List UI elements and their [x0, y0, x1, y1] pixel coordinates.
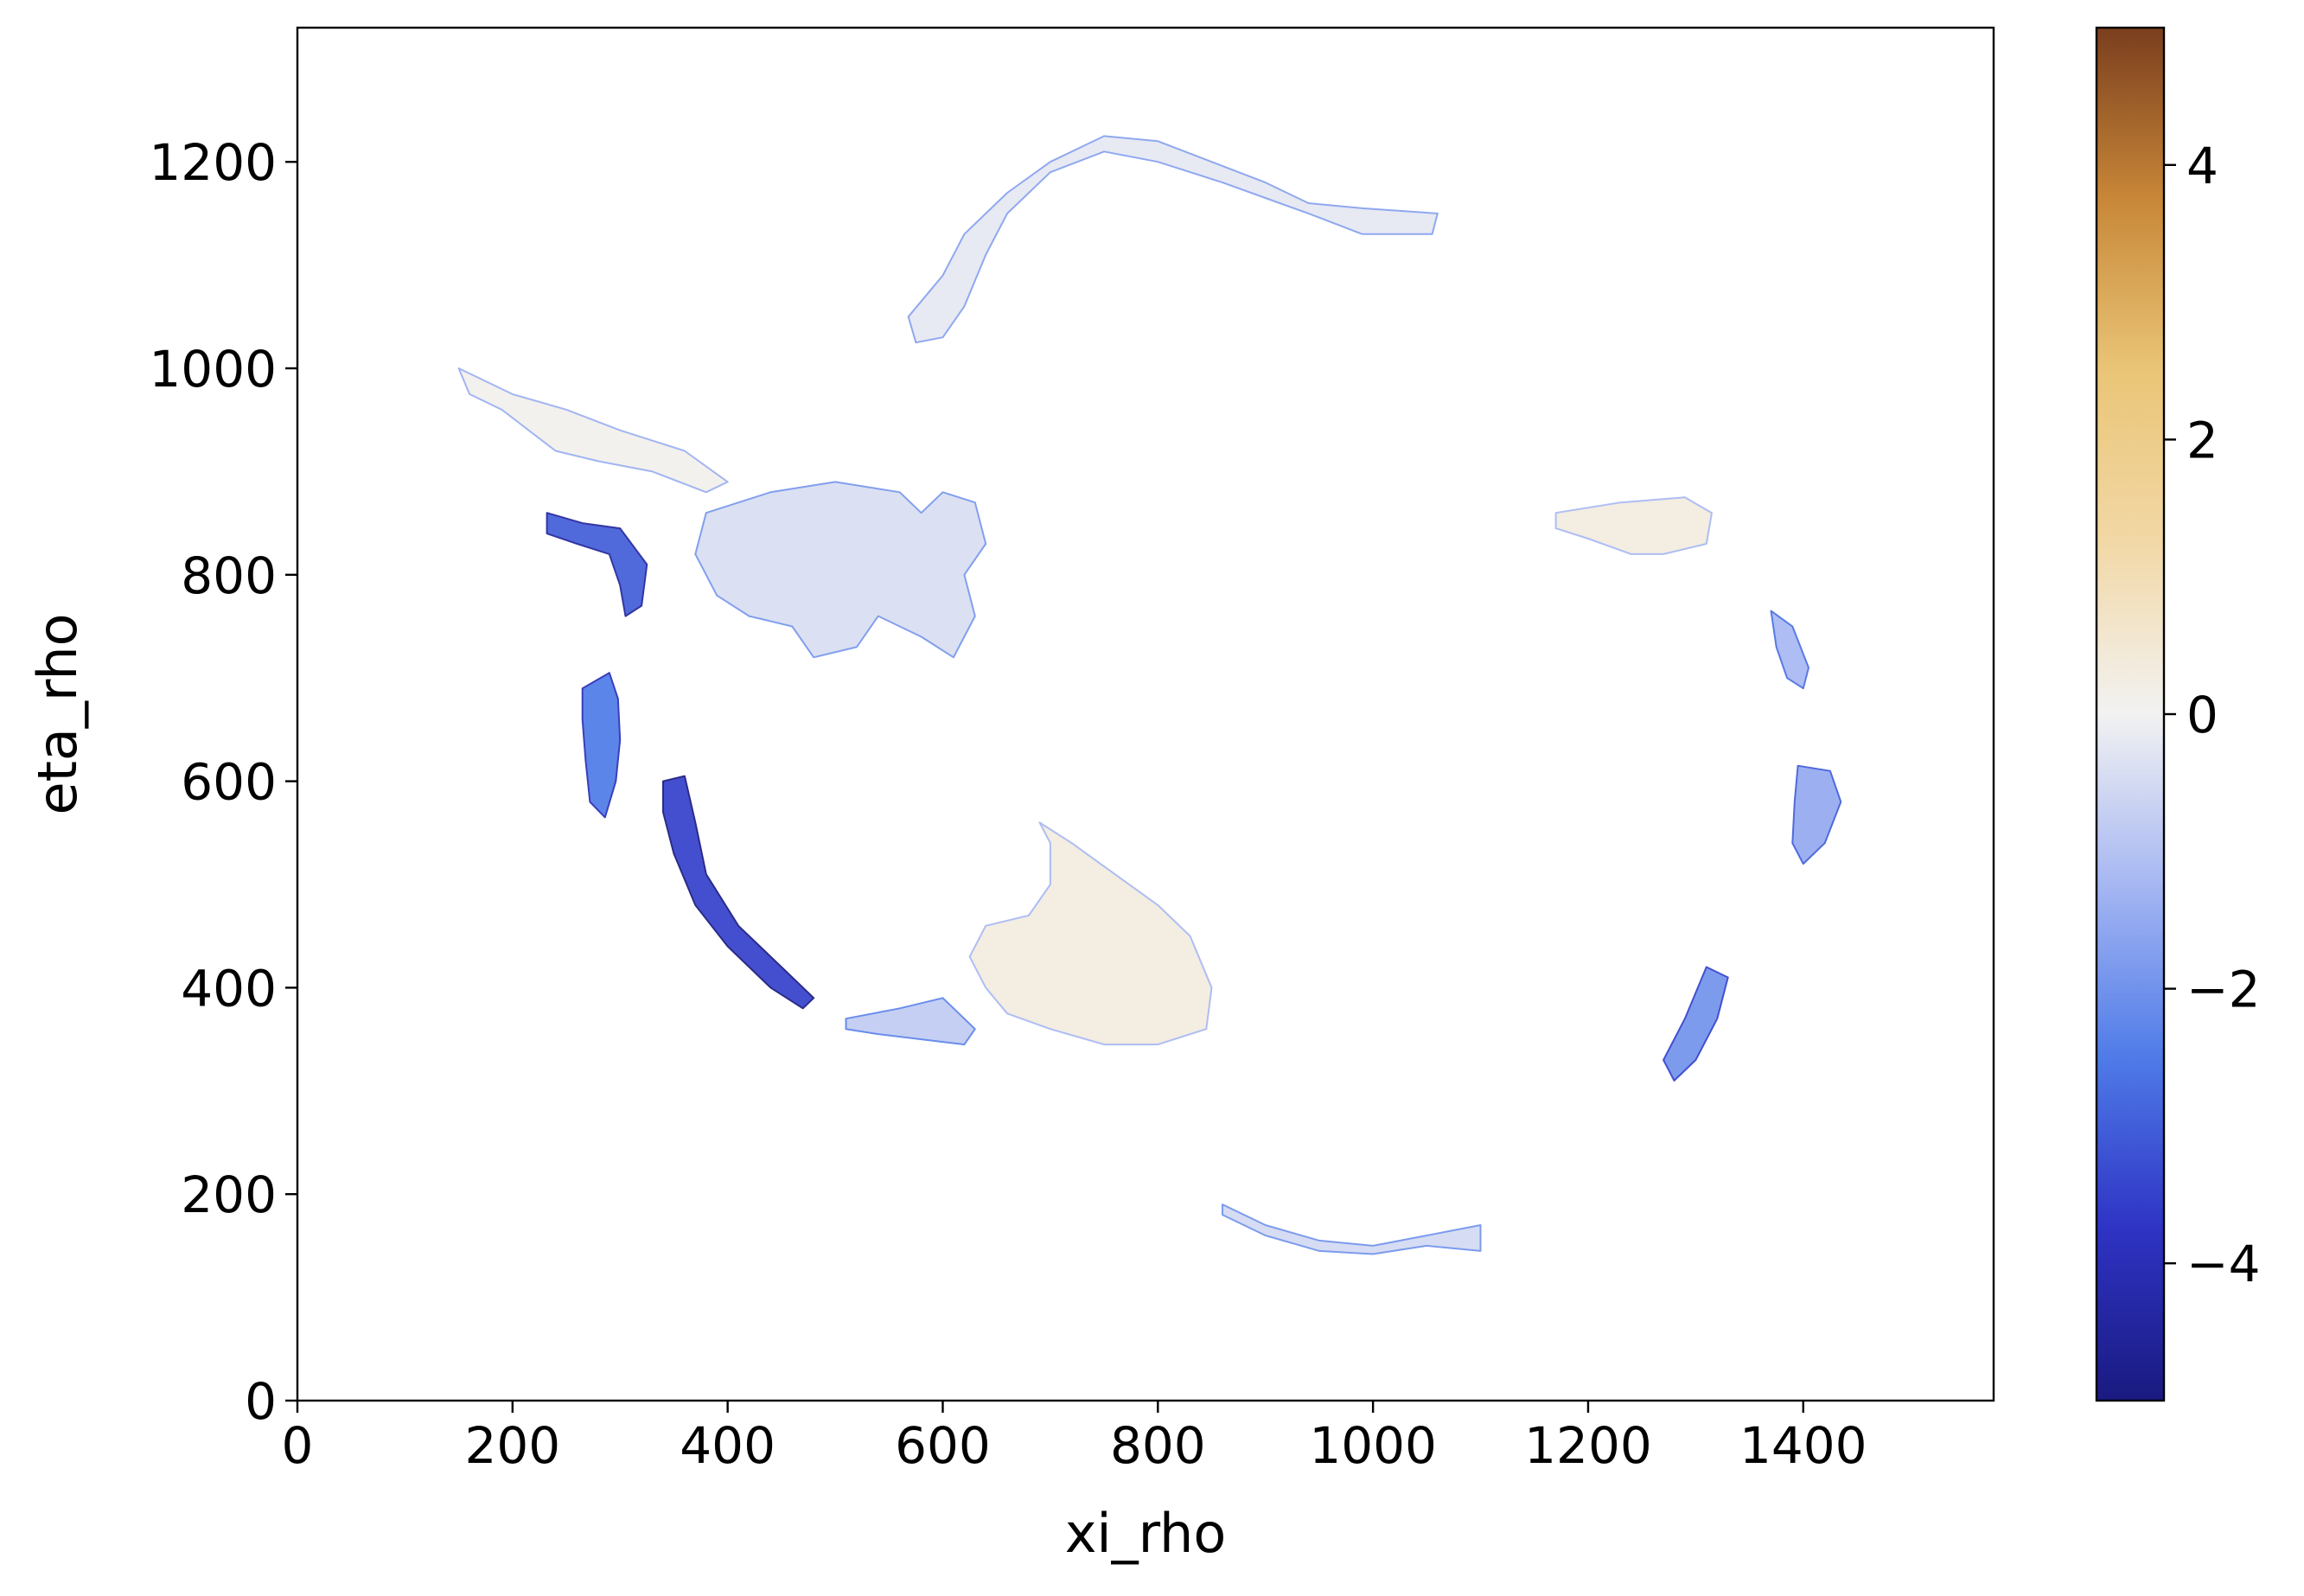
region-11	[845, 997, 976, 1046]
y-axis-ticks: 0 200 400 600 800 1000 1200	[149, 133, 297, 1431]
y-axis-label: eta_rho	[26, 613, 89, 814]
x-tick-label: 600	[895, 1416, 991, 1475]
colorbar-tick-label: −2	[2186, 961, 2261, 1019]
region-6	[581, 672, 622, 819]
region-7	[662, 775, 815, 1010]
colorbar	[2095, 26, 2166, 1402]
y-tick-label: 400	[181, 959, 277, 1018]
region-3	[546, 512, 648, 617]
plot-frame	[296, 26, 1995, 1402]
colorbar-tick-label: −4	[2186, 1235, 2261, 1293]
y-tick-label: 1200	[149, 133, 277, 192]
x-axis-ticks: 0 200 400 600 800 1000 1200 1400	[282, 1401, 1867, 1475]
y-tick-label: 1000	[149, 340, 277, 399]
region-0	[968, 821, 1213, 1046]
region-2	[457, 367, 729, 494]
region-1	[694, 481, 987, 659]
region-10	[1663, 966, 1729, 1082]
colorbar-tick-label: 0	[2186, 686, 2218, 744]
x-axis-label: xi_rho	[1065, 1502, 1227, 1565]
region-4	[1554, 496, 1713, 555]
x-tick-label: 200	[464, 1416, 560, 1475]
region-5	[907, 135, 1439, 344]
region-12	[1222, 1203, 1482, 1255]
colorbar-tick-label: 2	[2186, 411, 2218, 469]
x-tick-label: 400	[680, 1416, 775, 1475]
x-tick-label: 0	[282, 1416, 314, 1475]
y-tick-label: 800	[181, 546, 277, 605]
region-9	[1791, 764, 1842, 865]
colorbar-tick-label: 4	[2186, 137, 2218, 195]
y-tick-label: 0	[245, 1372, 277, 1431]
x-tick-label: 800	[1110, 1416, 1206, 1475]
heatmap-regions	[457, 135, 1842, 1255]
region-8	[1770, 610, 1809, 690]
x-tick-label: 1200	[1524, 1416, 1652, 1475]
y-tick-label: 200	[181, 1165, 277, 1224]
y-tick-label: 600	[181, 753, 277, 812]
x-tick-label: 1400	[1739, 1416, 1867, 1475]
x-tick-label: 1000	[1309, 1416, 1437, 1475]
colorbar-ticks: −4 −2 0 2 4	[2164, 137, 2261, 1293]
